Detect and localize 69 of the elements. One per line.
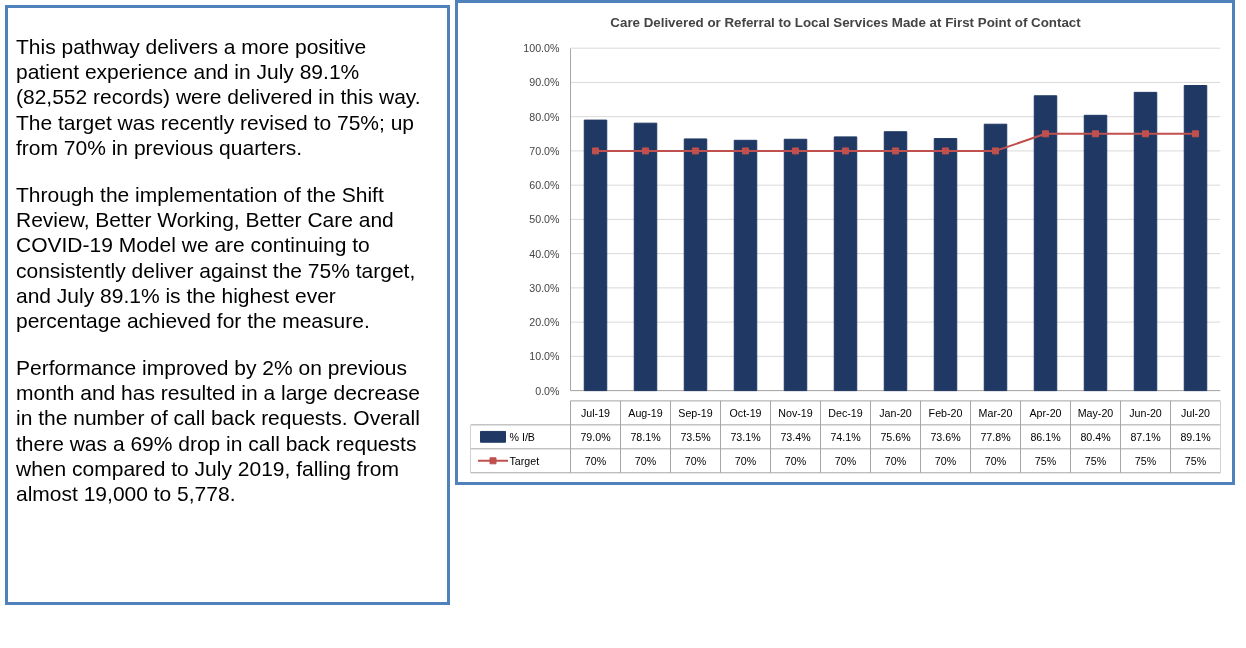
- bar: [933, 138, 958, 392]
- data-label: 75%: [1134, 454, 1157, 467]
- data-label: 73.6%: [930, 430, 962, 443]
- data-label: 79.0%: [580, 430, 612, 443]
- data-label: 75%: [1034, 454, 1057, 467]
- x-tick-label: Nov-19: [778, 406, 813, 419]
- data-label: 70%: [634, 454, 657, 467]
- x-tick-label: Apr-20: [1029, 406, 1062, 419]
- x-tick-label: Aug-19: [628, 406, 663, 419]
- data-label: 70%: [584, 454, 607, 467]
- chart-title: Care Delivered or Referral to Local Services Made at First Point of Contact: [610, 14, 1082, 30]
- y-tick-label: 10.0%: [529, 350, 561, 363]
- data-label: 74.1%: [830, 430, 862, 443]
- data-label: 73.1%: [730, 430, 762, 443]
- data-label: 70%: [834, 454, 857, 467]
- y-tick-label: 90.0%: [529, 76, 561, 89]
- bar: [583, 119, 608, 392]
- bar: [633, 122, 658, 392]
- x-tick-label: Sep-19: [678, 406, 713, 419]
- data-label: 70%: [784, 454, 807, 467]
- bar: [1083, 114, 1108, 392]
- y-tick-label: 50.0%: [529, 213, 561, 226]
- legend-label: Target: [509, 454, 540, 467]
- y-tick-label: 60.0%: [529, 179, 561, 192]
- data-label: 78.1%: [630, 430, 662, 443]
- y-tick-label: 20.0%: [529, 316, 561, 329]
- data-label: 70%: [934, 454, 957, 467]
- data-label: 80.4%: [1080, 430, 1112, 443]
- bar: [883, 131, 908, 392]
- data-label: 70%: [884, 454, 907, 467]
- bar: [1133, 91, 1158, 392]
- bar: [833, 136, 858, 392]
- text: This pathway delivers a more positive patient experience and in July 89.1% (82,552 records) were delivered in this way. The target was recently revised to 75%; up from 70% in previous quarters.: [16, 34, 422, 160]
- data-label: 73.4%: [780, 430, 812, 443]
- y-tick-label: 70.0%: [529, 144, 561, 157]
- bar: [1033, 95, 1058, 392]
- legend-label: % I/B: [509, 430, 535, 443]
- data-label: 70%: [984, 454, 1007, 467]
- text: Performance improved by 2% on previous month and has resulted in a large decrease in the number of call back requests. Overall there was a 69% drop in call back requests when compared to July 2019, falling from almost 19,000 to 5,778.: [16, 355, 421, 507]
- x-tick-label: Jun-20: [1129, 406, 1162, 419]
- bar: [783, 138, 808, 392]
- x-tick-label: Dec-19: [828, 406, 863, 419]
- bar: [1183, 85, 1208, 392]
- data-label: 87.1%: [1130, 430, 1162, 443]
- x-tick-label: Jul-20: [1180, 406, 1211, 419]
- data-label: 70%: [684, 454, 707, 467]
- data-label: 89.1%: [1180, 430, 1212, 443]
- bar: [733, 139, 758, 392]
- text: Through the implementation of the Shift Review, Better Working, Better Care and COVID-19 Model we are continuing to consistently deliver against the 75% target, and July 89.1% is the highest ever percentage achieved for the measure.: [16, 181, 417, 334]
- data-label: 86.1%: [1030, 430, 1062, 443]
- data-label: 77.8%: [980, 430, 1012, 443]
- y-tick-label: 80.0%: [529, 110, 561, 123]
- data-label: 75.6%: [880, 430, 912, 443]
- y-tick-label: 40.0%: [529, 247, 561, 260]
- data-label: 75%: [1184, 454, 1207, 467]
- y-tick-label: 100.0%: [523, 42, 561, 55]
- x-tick-label: Oct-19: [729, 406, 762, 419]
- data-label: 70%: [734, 454, 757, 467]
- x-tick-label: Jan-20: [879, 406, 912, 419]
- x-tick-label: Jul-19: [580, 406, 611, 419]
- bar: [683, 138, 708, 392]
- x-tick-label: Mar-20: [978, 406, 1013, 419]
- data-label: 75%: [1084, 454, 1107, 467]
- data-label: 73.5%: [680, 430, 712, 443]
- x-tick-label: May-20: [1077, 406, 1114, 419]
- x-tick-label: Feb-20: [928, 406, 963, 419]
- y-tick-label: 0.0%: [535, 384, 561, 397]
- y-tick-label: 30.0%: [529, 281, 561, 294]
- bar: [983, 123, 1008, 392]
